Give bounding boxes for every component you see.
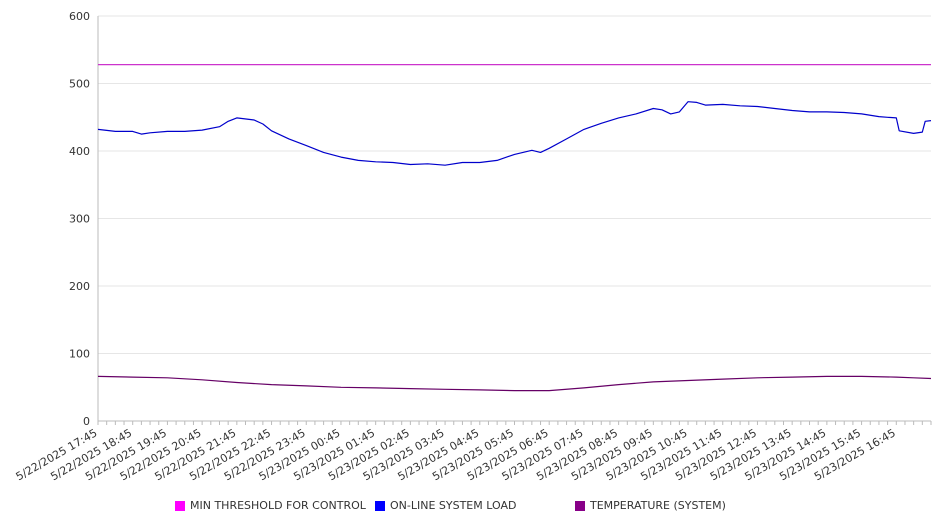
- legend-swatch-temperature: [575, 500, 585, 511]
- grid-lines: [98, 15, 931, 354]
- legend-item-min-threshold[interactable]: MIN THRESHOLD FOR CONTROL: [175, 499, 366, 512]
- y-tick-label: 200: [69, 280, 90, 293]
- y-tick-label: 500: [69, 78, 90, 91]
- legend-label-temperature: TEMPERATURE (SYSTEM): [590, 499, 726, 512]
- y-tick-label: 400: [69, 145, 90, 158]
- legend: MIN THRESHOLD FOR CONTROL ON-LINE SYSTEM…: [0, 499, 946, 515]
- x-axis: 5/22/2025 17:455/22/2025 18:455/22/2025 …: [14, 420, 932, 483]
- y-axis: 0 100 200 300 400 500 600: [69, 10, 99, 428]
- y-tick-label: 0: [83, 415, 90, 428]
- series-lines: [97, 63, 932, 392]
- legend-item-system-load[interactable]: ON-LINE SYSTEM LOAD: [375, 499, 516, 512]
- y-tick-label: 100: [69, 348, 90, 361]
- legend-label-min-threshold: MIN THRESHOLD FOR CONTROL: [190, 499, 366, 512]
- y-tick-label: 600: [69, 10, 90, 23]
- legend-label-system-load: ON-LINE SYSTEM LOAD: [390, 499, 517, 512]
- legend-swatch-min-threshold: [175, 500, 185, 511]
- series-line-1: [97, 101, 932, 166]
- series-line-2: [97, 375, 932, 392]
- legend-swatch-system-load: [375, 500, 385, 511]
- y-tick-label: 300: [69, 213, 90, 226]
- legend-item-temperature[interactable]: TEMPERATURE (SYSTEM): [575, 499, 726, 512]
